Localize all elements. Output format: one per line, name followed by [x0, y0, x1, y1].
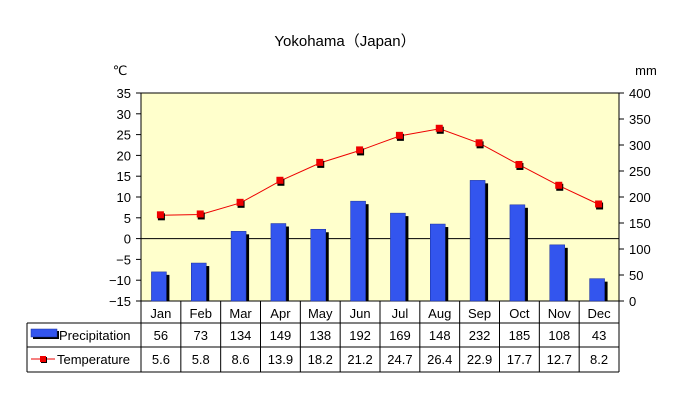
temperature-value: 24.7 [387, 352, 412, 367]
precipitation-bar [509, 204, 526, 302]
temperature-point [156, 211, 164, 219]
category-label: Sep [468, 306, 491, 321]
temperature-point [515, 160, 523, 168]
temperature-point [356, 146, 364, 154]
temperature-point [276, 176, 284, 184]
category-label: May [308, 306, 333, 321]
temperature-point [435, 124, 443, 132]
temperature-value: 5.6 [152, 352, 170, 367]
precipitation-bar [151, 271, 167, 302]
temperature-line [156, 124, 604, 221]
right-tick-label: 100 [629, 242, 651, 257]
left-tick-label: 25 [117, 128, 131, 143]
temperature-value: 26.4 [427, 352, 452, 367]
precipitation-bar [350, 200, 366, 302]
legend-temperature-label: Temperature [57, 352, 130, 367]
left-tick-label: 20 [117, 148, 131, 163]
right-tick-label: 250 [629, 164, 651, 179]
category-label: Feb [190, 306, 212, 321]
temperature-point [475, 139, 483, 147]
category-label: Dec [588, 306, 612, 321]
category-label: Aug [428, 306, 451, 321]
legend-temperature-marker [40, 356, 46, 362]
left-tick-label: 15 [117, 169, 131, 184]
precipitation-bar [310, 228, 326, 302]
category-label: Jun [350, 306, 371, 321]
temperature-point [316, 158, 324, 166]
temperature-value: 8.2 [590, 352, 608, 367]
left-tick-label: 10 [117, 190, 131, 205]
precipitation-bar [469, 180, 486, 302]
precipitation-value: 169 [389, 328, 411, 343]
precipitation-value: 148 [429, 328, 451, 343]
right-tick-label: 350 [629, 112, 651, 127]
precipitation-value: 73 [194, 328, 208, 343]
category-label: Mar [229, 306, 252, 321]
temperature-value: 8.6 [232, 352, 250, 367]
left-tick-label: 0 [124, 232, 131, 247]
temperature-point [595, 200, 603, 208]
left-axis: −15 −10 −5 0 5 10 15 20 25 30 35 [109, 86, 141, 309]
precipitation-bars [151, 180, 608, 302]
precipitation-value: 192 [349, 328, 371, 343]
left-tick-label: 5 [124, 211, 131, 226]
right-tick-label: 150 [629, 216, 651, 231]
precipitation-bar [191, 262, 207, 302]
temperature-value: 17.7 [507, 352, 532, 367]
precipitation-bar [430, 223, 446, 302]
left-tick-label: −5 [116, 252, 131, 267]
category-label: Apr [270, 306, 291, 321]
plot-area [140, 92, 620, 302]
precipitation-bar [549, 244, 565, 302]
precipitation-value: 134 [230, 328, 252, 343]
precipitation-value: 232 [469, 328, 491, 343]
left-tick-label: −10 [109, 273, 131, 288]
legend-precipitation-swatch [30, 328, 58, 338]
temperature-value: 18.2 [308, 352, 333, 367]
temperature-series-line [160, 128, 600, 216]
right-tick-label: 200 [629, 190, 651, 205]
temperature-value: 21.2 [347, 352, 372, 367]
precipitation-value: 43 [592, 328, 606, 343]
right-tick-label: 300 [629, 138, 651, 153]
category-label: Jul [392, 306, 409, 321]
precipitation-bar [390, 212, 406, 302]
temperature-value: 12.7 [547, 352, 572, 367]
data-table: Jan 56 5.6 Feb 73 5.8 Mar 134 8.6 Apr 149 13.9 May 13… [26, 301, 620, 373]
left-axis-unit: ℃ [113, 63, 128, 78]
category-label: Nov [548, 306, 572, 321]
precipitation-value: 56 [154, 328, 168, 343]
right-tick-label: 400 [629, 86, 651, 101]
temperature-value: 22.9 [467, 352, 492, 367]
right-axis-unit: mm [635, 63, 657, 78]
temperature-value: 5.8 [192, 352, 210, 367]
precipitation-value: 108 [548, 328, 570, 343]
left-tick-label: 35 [117, 86, 131, 101]
precipitation-value: 185 [509, 328, 531, 343]
precipitation-bar [270, 223, 287, 302]
right-tick-label: 50 [629, 268, 643, 283]
legend-precipitation-label: Precipitation [59, 328, 131, 343]
temperature-point [395, 131, 403, 139]
left-tick-label: 30 [117, 107, 131, 122]
precipitation-value: 149 [270, 328, 292, 343]
temperature-point [236, 198, 244, 206]
left-tick-label: −15 [109, 294, 131, 309]
precipitation-value: 138 [309, 328, 331, 343]
right-tick-label: 0 [629, 294, 636, 309]
precipitation-bar [589, 278, 605, 302]
temperature-point [555, 181, 563, 189]
precipitation-bar [230, 231, 247, 302]
chart-title: Yokohama（Japan） [274, 33, 415, 50]
category-label: Jan [150, 306, 171, 321]
temperature-value: 13.9 [268, 352, 293, 367]
category-label: Oct [509, 306, 530, 321]
right-axis: 0 50 100 150 200 250 300 350 400 [619, 86, 651, 309]
temperature-point [196, 210, 204, 218]
